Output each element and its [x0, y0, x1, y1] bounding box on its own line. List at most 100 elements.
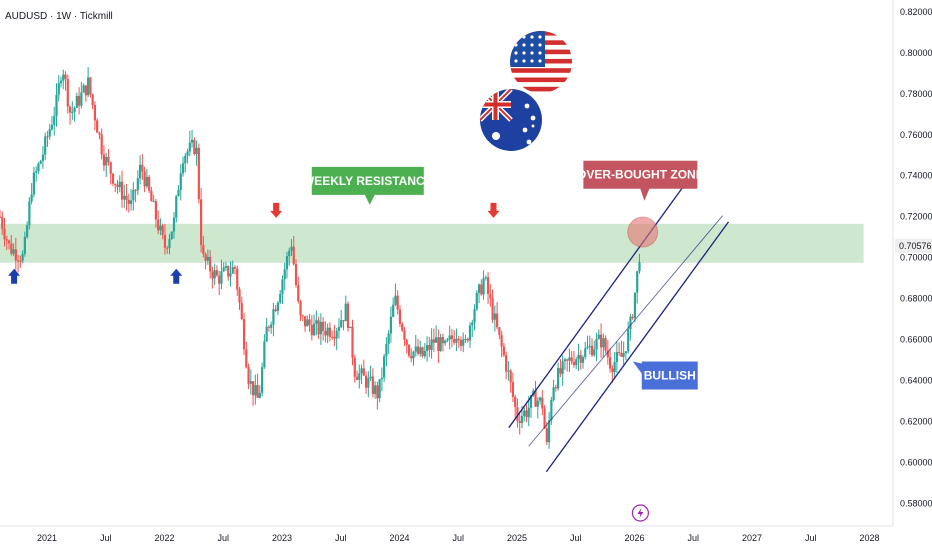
time-axis-tick-label: Jul [335, 533, 347, 543]
candle-body [301, 315, 304, 317]
candle-body [448, 335, 451, 340]
candle-body [303, 316, 307, 327]
candle-body [59, 80, 63, 84]
candle-body [202, 244, 205, 255]
price-axis-tick-label: 0.76000 [900, 130, 932, 140]
candle-body [457, 338, 460, 341]
us-flag-stripe [510, 86, 572, 92]
candle-body [590, 345, 594, 356]
time-axis-tick-label: 2022 [154, 533, 174, 543]
candle-body [193, 139, 196, 155]
candle-body [73, 107, 76, 112]
candle-body [358, 373, 361, 380]
us-flag-icon [510, 31, 572, 93]
candle-body [428, 344, 431, 350]
candle-body [577, 354, 580, 360]
candle-body [91, 94, 94, 105]
candle-body [604, 338, 607, 351]
candle-body [129, 200, 133, 204]
candle-body [615, 352, 618, 363]
candle-body [410, 355, 413, 359]
time-axis-tick-label: 2026 [624, 533, 644, 543]
candle-body [597, 334, 600, 339]
candle-body [398, 309, 402, 324]
candle-body [57, 83, 60, 95]
candle-body [401, 323, 404, 331]
candle-body [211, 271, 214, 279]
candle-body [224, 266, 228, 268]
candle-body [534, 390, 537, 407]
candle-body [566, 359, 569, 361]
us-flag-star [538, 51, 542, 55]
candle-body [218, 275, 221, 284]
candle-body [229, 273, 232, 277]
candle-body [274, 309, 277, 311]
candle-body [613, 362, 616, 373]
bullish-channel-line [528, 215, 723, 447]
candle-body [16, 260, 20, 262]
candle-body [360, 368, 363, 374]
candle-body [633, 292, 637, 318]
candle-body [181, 163, 185, 174]
us-flag-star [538, 43, 542, 47]
candle-body [353, 357, 356, 377]
candle-body [344, 303, 347, 322]
last-price-label: 0.70576 [899, 241, 932, 251]
candle-body [367, 378, 370, 388]
candle-body [14, 249, 17, 261]
candle-body [127, 199, 130, 204]
candle-body [373, 385, 377, 395]
candle-body [482, 278, 485, 295]
candle-body [145, 176, 148, 187]
candle-body [80, 92, 83, 106]
over-bought-zone-callout [583, 160, 698, 201]
last-price-badge [895, 238, 932, 253]
candle-body [333, 336, 336, 339]
candle-body [387, 333, 390, 345]
candle-body [53, 116, 56, 125]
candle-body [39, 160, 42, 164]
candle-body [552, 387, 555, 400]
candle-body [84, 85, 87, 96]
candle-body [35, 171, 38, 173]
candle-body [618, 352, 621, 354]
candle-body [371, 376, 374, 395]
candle-body [507, 370, 510, 372]
candle-body [21, 253, 24, 262]
time-axis-tick-label: 2021 [37, 533, 57, 543]
candle-body [143, 171, 146, 187]
channel-layer [508, 180, 730, 473]
resistance-layer [0, 223, 864, 263]
candle-body [245, 349, 248, 368]
candle-body [30, 194, 33, 202]
candle-body [405, 339, 408, 345]
union-cross-red-v [493, 89, 498, 120]
candle-body [256, 385, 259, 398]
candle-body [272, 309, 275, 325]
candle-body [346, 303, 350, 328]
australia-flag-star [530, 115, 536, 121]
candle-body [172, 217, 176, 232]
candle-body [177, 190, 180, 197]
candle-body [638, 262, 641, 272]
us-flag-star [538, 59, 542, 63]
candle-body [369, 376, 372, 379]
candle-body [322, 321, 325, 331]
candle-body [240, 302, 243, 320]
candle-body [579, 354, 582, 363]
candle-body [263, 341, 266, 368]
candle-body [247, 367, 250, 384]
australia-flag-star [526, 139, 532, 145]
candle-body [312, 323, 316, 336]
candle-body [125, 195, 128, 200]
candle-body [593, 349, 596, 356]
candle-body [554, 387, 557, 389]
candle-body [46, 136, 49, 138]
candle-body [222, 267, 225, 272]
time-axis-tick-label: Jul [687, 533, 699, 543]
us-flag-star [522, 51, 526, 55]
candle-body [462, 339, 465, 346]
candle-body [265, 326, 268, 342]
